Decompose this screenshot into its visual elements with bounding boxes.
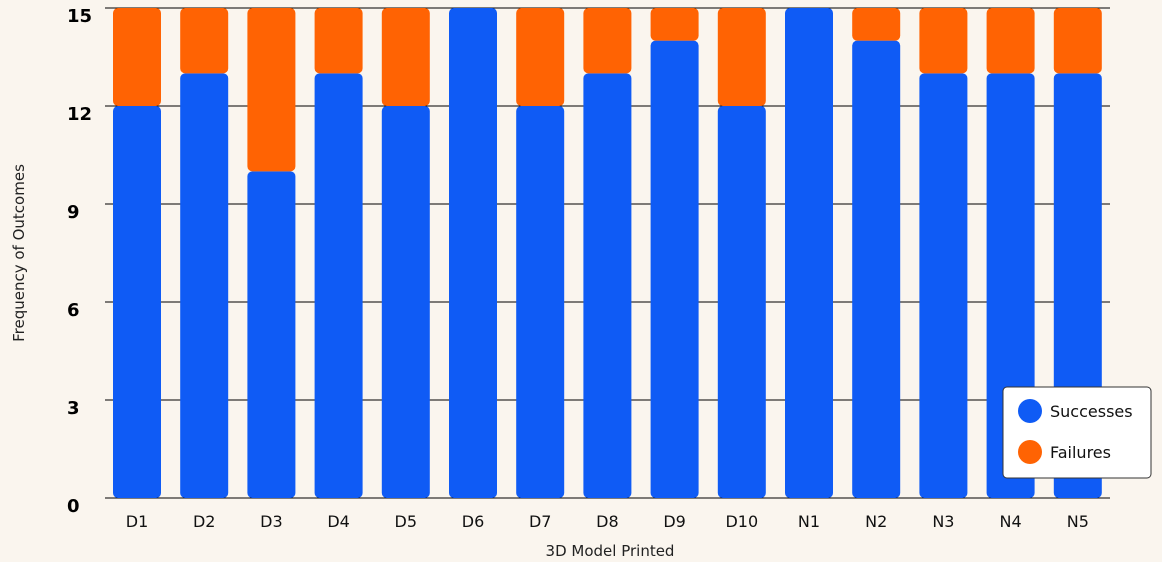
y-tick-labels: 0 3 6 9 12 15 — [67, 6, 92, 517]
bar-successes-d8 — [583, 73, 632, 498]
bar-failures-d9 — [650, 8, 699, 41]
x-tick-label: D5 — [395, 512, 418, 531]
legend-label-successes: Successes — [1050, 402, 1133, 421]
bar-failures-n2 — [852, 8, 901, 41]
bar-successes-d3 — [247, 171, 296, 499]
bar-successes-d2 — [180, 73, 229, 498]
bars — [113, 8, 1102, 499]
bar-successes-d5 — [381, 106, 430, 498]
bar-successes-d6 — [449, 8, 497, 498]
x-tick-label: N1 — [798, 512, 820, 531]
x-tick-label: D2 — [193, 512, 216, 531]
y-axis-title: Frequency of Outcomes — [10, 164, 28, 342]
bar-successes-d9 — [650, 40, 699, 499]
x-tick-label: D10 — [725, 512, 758, 531]
bar-successes-d10 — [717, 106, 766, 498]
bar-successes-d1 — [113, 106, 161, 498]
y-tick-label: 12 — [67, 104, 92, 125]
x-tick-label: D3 — [260, 512, 283, 531]
x-tick-label: N5 — [1067, 512, 1089, 531]
legend-swatch-successes — [1018, 399, 1042, 423]
x-tick-labels: D1 D2 D3 D4 D5 D6 D7 D8 D9 D10 N1 N2 N3 N4 N5 — [126, 512, 1089, 531]
y-tick-label: 9 — [67, 202, 80, 223]
bar-successes-d4 — [314, 73, 363, 498]
bar-successes-n2 — [852, 40, 901, 499]
legend: Successes Failures — [1002, 386, 1152, 479]
y-tick-label: 3 — [67, 398, 80, 419]
x-tick-label: N2 — [865, 512, 887, 531]
x-tick-label: N3 — [932, 512, 954, 531]
y-tick-label: 15 — [67, 6, 92, 27]
y-tick-label: 6 — [67, 300, 80, 321]
bar-failures-d10 — [717, 8, 766, 106]
x-tick-label: D9 — [663, 512, 686, 531]
x-tick-label: D8 — [596, 512, 619, 531]
x-tick-label: D7 — [529, 512, 552, 531]
bar-failures-d4 — [314, 8, 363, 74]
bar-successes-n3 — [919, 73, 968, 498]
x-tick-label: D4 — [327, 512, 350, 531]
x-tick-label: N4 — [1000, 512, 1022, 531]
y-tick-label: 0 — [67, 496, 80, 517]
bar-failures-d7 — [516, 8, 565, 106]
x-tick-label: D1 — [126, 512, 149, 531]
bar-failures-d8 — [583, 8, 632, 74]
bar-failures-n4 — [986, 8, 1035, 74]
x-tick-label: D6 — [462, 512, 485, 531]
x-axis-title: 3D Model Printed — [546, 542, 675, 560]
bar-failures-n5 — [1053, 8, 1102, 74]
bar-failures-n3 — [919, 8, 968, 74]
legend-swatch-failures — [1018, 440, 1042, 464]
bar-failures-d1 — [113, 8, 161, 106]
bar-failures-d2 — [180, 8, 229, 74]
bar-failures-d5 — [381, 8, 430, 106]
bar-successes-d7 — [516, 106, 565, 498]
bar-failures-d3 — [247, 8, 296, 172]
legend-label-failures: Failures — [1050, 443, 1111, 462]
bar-successes-n1 — [785, 8, 833, 498]
